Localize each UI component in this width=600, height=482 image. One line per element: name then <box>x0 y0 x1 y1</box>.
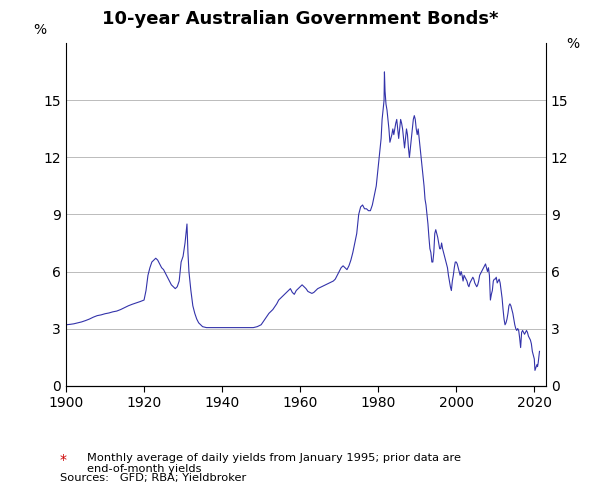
Text: 10-year Australian Government Bonds*: 10-year Australian Government Bonds* <box>102 10 498 27</box>
Text: Monthly average of daily yields from January 1995; prior data are
end-of-month y: Monthly average of daily yields from Jan… <box>87 453 461 474</box>
Text: *: * <box>60 453 67 467</box>
Y-axis label: %: % <box>33 23 46 37</box>
Y-axis label: %: % <box>566 37 579 51</box>
Text: Sources:   GFD; RBA; Yieldbroker: Sources: GFD; RBA; Yieldbroker <box>60 473 246 482</box>
